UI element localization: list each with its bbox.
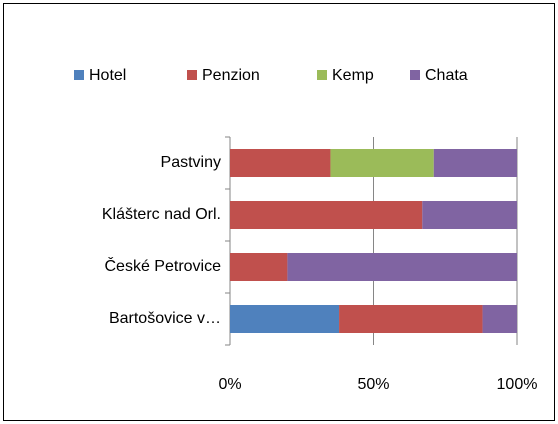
bar-segment bbox=[482, 305, 517, 333]
legend-label: Penzion bbox=[202, 67, 260, 84]
y-tick-label: Pastviny bbox=[161, 154, 221, 171]
y-tick-label: Klášterc nad Orl. bbox=[102, 206, 221, 223]
bar-segment bbox=[287, 253, 517, 281]
x-tick-label: 100% bbox=[497, 376, 538, 393]
legend-label: Kemp bbox=[332, 67, 374, 84]
bar-segment bbox=[330, 149, 434, 177]
legend-swatch bbox=[317, 70, 327, 80]
legend-swatch bbox=[410, 70, 420, 80]
y-tick-label: České Petrovice bbox=[105, 256, 222, 275]
x-tick-label: 0% bbox=[218, 376, 241, 393]
bar-segment bbox=[339, 305, 483, 333]
bar-segment bbox=[422, 201, 517, 229]
legend-label: Chata bbox=[425, 67, 468, 84]
legend-label: Hotel bbox=[89, 67, 126, 84]
bar-segment bbox=[230, 253, 288, 281]
bar-segment bbox=[230, 149, 331, 177]
y-tick-label: Bartošovice v… bbox=[109, 310, 221, 327]
legend-swatch bbox=[187, 70, 197, 80]
bar-segment bbox=[230, 201, 423, 229]
bar-segment bbox=[433, 149, 517, 177]
legend-swatch bbox=[74, 70, 84, 80]
bar-segment bbox=[230, 305, 340, 333]
x-tick-label: 50% bbox=[357, 376, 389, 393]
